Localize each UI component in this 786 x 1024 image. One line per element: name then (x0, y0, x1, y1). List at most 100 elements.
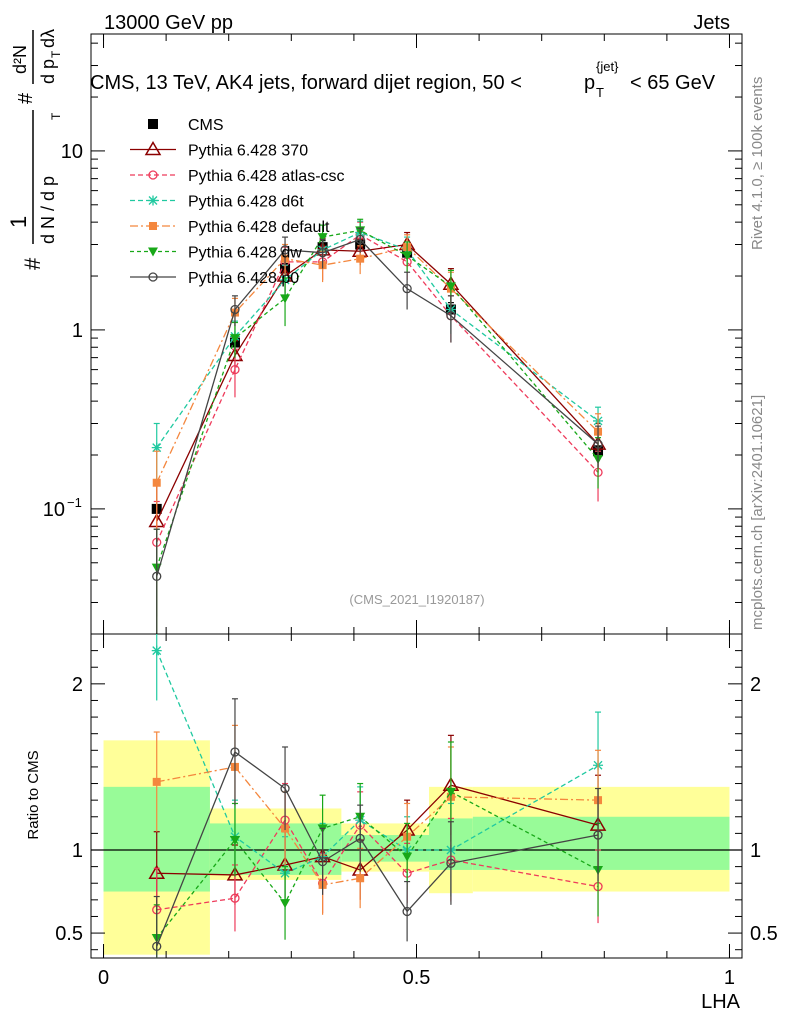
data-point-atlas (230, 893, 240, 903)
data-point-p0 (280, 245, 290, 255)
data-point-dw (445, 282, 456, 292)
series-line-p0 (156, 750, 599, 947)
data-point-default (152, 478, 161, 487)
y-tick-label-right: 0.5 (750, 923, 778, 945)
series-p370 (148, 231, 607, 617)
title-p: p (584, 72, 595, 94)
data-point-d6t (151, 442, 162, 453)
y-tick-label: 0.5 (55, 923, 83, 945)
data-point-p0 (230, 304, 240, 315)
data-point-default (356, 254, 365, 263)
main-title: CMS, 13 TeV, AK4 jets, forward dijet reg… (90, 59, 716, 100)
data-point-p0 (317, 856, 328, 867)
legend-label: Pythia 6.428 d6t (188, 194, 304, 211)
x-tick-label: 0 (98, 967, 109, 989)
analysis-watermark: (CMS_2021_I1920187) (349, 592, 484, 607)
legend-marker (149, 222, 157, 230)
ratio-y-label: Ratio to CMS (25, 750, 42, 839)
ylabel-dlambda: dλ (38, 29, 58, 48)
legend-marker (144, 141, 162, 156)
x-tick-label: 0.5 (403, 967, 431, 989)
ylabel-den2-sub: T (49, 50, 63, 58)
series-line-default (156, 766, 599, 886)
legend-label: Pythia 6.428 370 (188, 143, 308, 160)
title-end: < 65 GeV (630, 72, 716, 94)
legend-marker (148, 170, 158, 180)
series-line-p370 (156, 243, 599, 522)
data-point-dw (229, 334, 240, 344)
legend-item-p370: Pythia 6.428 370 (130, 141, 308, 160)
data-point-dw (229, 836, 240, 846)
legend-item-cms: CMS (148, 117, 224, 134)
legend-label: Pythia 6.428 p0 (188, 270, 299, 287)
y-tick-label-exponent: −1 (67, 495, 82, 510)
data-point-p0 (152, 571, 162, 581)
data-point-dw (280, 899, 291, 909)
x-axis-label: LHA (701, 991, 741, 1013)
title-text: CMS, 13 TeV, AK4 jets, forward dijet reg… (90, 72, 522, 94)
data-point-atlas (230, 364, 240, 375)
data-point-dw (402, 251, 413, 261)
legend-label: Pythia 6.428 default (188, 219, 330, 236)
series-line-atlas (156, 234, 599, 543)
header-energy: 13000 GeV pp (104, 12, 233, 34)
data-point-p0 (355, 833, 365, 844)
ylabel-denom-sub: T (49, 112, 63, 120)
y-tick-label: 10 (43, 499, 65, 521)
data-point-dw (317, 233, 328, 243)
data-point-p0 (446, 858, 456, 868)
data-point-p0 (152, 941, 162, 952)
y-tick-label-right: 2 (750, 674, 761, 696)
main-y-label: # 1 d N / d p T # d²N d p T dλ (6, 29, 63, 270)
data-point-dw (280, 294, 291, 304)
ylabel-one: 1 (6, 216, 31, 228)
series-line-dw (156, 790, 599, 939)
ylabel-hash-2: # (15, 92, 37, 104)
ylabel-denom: d N / d p (38, 176, 58, 244)
series-p0 (152, 698, 603, 958)
data-point-dw (445, 787, 456, 797)
title-p-sub: T (596, 85, 604, 100)
mcplots-label: mcplots.cern.ch [arXiv:2401.10621] (749, 395, 766, 630)
legend-marker (148, 247, 158, 257)
data-point-dw (402, 852, 413, 862)
series-line-p370 (156, 784, 599, 876)
data-point-d6t (151, 645, 162, 656)
ylabel-numerator: d²N (10, 45, 30, 74)
data-point-p0 (402, 906, 412, 917)
y-tick-label: 1 (72, 840, 83, 862)
data-point-p0 (317, 248, 328, 258)
legend-label: Pythia 6.428 dw (188, 245, 302, 262)
x-tick-label: 1 (724, 967, 735, 989)
data-point-p0 (355, 234, 365, 245)
data-point-p0 (593, 439, 603, 449)
ylabel-den2: d p (38, 59, 58, 84)
legend-marker (148, 272, 158, 282)
rivet-label: Rivet 4.1.0, ≥ 100k events (749, 77, 766, 250)
data-point-p0 (230, 747, 240, 757)
legend-marker (148, 119, 158, 129)
header-category: Jets (693, 12, 730, 34)
series-line-atlas (156, 818, 599, 911)
series-line-dw (156, 229, 599, 568)
series-p0 (152, 227, 603, 634)
legend-label: CMS (188, 117, 224, 134)
data-point-p0 (402, 284, 412, 294)
title-p-sup: {jet} (596, 59, 619, 74)
legend-item-p0: Pythia 6.428 p0 (130, 270, 299, 287)
series-line-d6t (156, 650, 599, 875)
data-point-default (356, 874, 365, 883)
legend-item-default: Pythia 6.428 default (130, 219, 330, 236)
y-tick-label-right: 1 (750, 840, 761, 862)
ratio-panel: 0 0.5 1 0.5 0.5 1 1 2 2 (55, 633, 778, 989)
series-dw (151, 218, 604, 634)
legend-marker (148, 195, 158, 206)
legend-item-dw: Pythia 6.428 dw (130, 245, 302, 262)
y-tick-label: 1 (72, 320, 83, 342)
legend-label: Pythia 6.428 atlas-csc (188, 168, 345, 185)
series-line-p0 (156, 238, 599, 577)
ylabel-hash: # (20, 257, 45, 270)
legend: CMS Pythia 6.428 370 Pythia 6.428 atlas-cs… (130, 117, 345, 287)
